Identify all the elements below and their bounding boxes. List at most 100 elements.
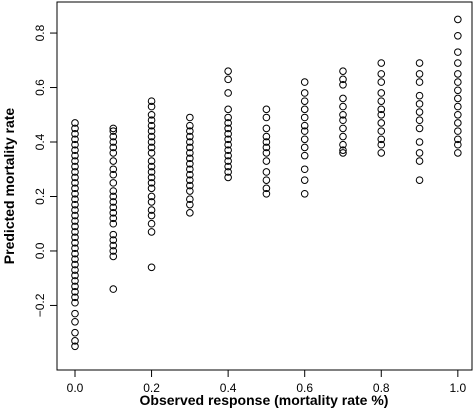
point — [454, 119, 462, 127]
point — [415, 100, 424, 108]
point — [377, 140, 386, 149]
point — [300, 176, 309, 184]
point — [377, 97, 386, 105]
point — [224, 89, 232, 97]
point — [109, 132, 118, 141]
point — [109, 209, 118, 217]
point — [147, 206, 156, 214]
point — [377, 149, 386, 157]
point — [339, 110, 347, 119]
point — [224, 124, 232, 133]
point — [262, 149, 271, 157]
point — [147, 110, 156, 119]
point — [224, 173, 232, 182]
point — [147, 157, 156, 165]
point — [147, 116, 156, 125]
point — [186, 154, 194, 163]
point — [71, 266, 79, 274]
point — [262, 124, 271, 133]
point — [109, 187, 118, 195]
point — [186, 209, 194, 217]
point — [71, 282, 79, 291]
point — [454, 94, 462, 103]
point — [186, 143, 194, 152]
point — [262, 105, 271, 114]
point — [339, 75, 347, 84]
point — [300, 135, 309, 144]
plot-frame — [56, 1, 473, 371]
point — [71, 328, 79, 337]
point — [224, 151, 232, 160]
point — [71, 168, 79, 176]
point — [109, 198, 118, 206]
point — [339, 124, 347, 133]
point — [300, 121, 309, 130]
y-axis-label: Predicted mortality rate — [1, 108, 17, 265]
point — [186, 200, 194, 209]
point — [224, 146, 232, 154]
point — [454, 70, 462, 78]
point — [377, 119, 386, 127]
point — [71, 233, 79, 242]
point — [71, 206, 79, 214]
point — [300, 97, 309, 105]
point — [339, 140, 347, 149]
point — [71, 288, 79, 296]
point — [71, 173, 79, 182]
point — [109, 285, 118, 293]
point — [415, 138, 424, 146]
point — [71, 200, 79, 209]
point — [71, 140, 79, 149]
point — [109, 214, 118, 223]
point — [224, 75, 232, 84]
point — [109, 252, 118, 261]
point — [71, 238, 79, 247]
point — [300, 127, 309, 135]
point — [71, 260, 79, 269]
point — [262, 157, 271, 165]
point — [415, 59, 424, 67]
x-tick-label: 0.8 — [373, 381, 390, 395]
point — [71, 184, 79, 193]
point — [224, 162, 232, 171]
point — [300, 165, 309, 174]
point — [454, 140, 462, 149]
point — [454, 110, 462, 119]
point — [224, 130, 232, 138]
point — [300, 113, 309, 122]
point — [224, 157, 232, 165]
point — [109, 247, 118, 255]
point — [186, 170, 194, 179]
y-tick-label: −0.2 — [33, 293, 47, 317]
point — [454, 59, 462, 67]
point — [147, 121, 156, 130]
y-tick-label: 0.4 — [33, 133, 47, 150]
point — [71, 277, 79, 285]
point — [224, 113, 232, 122]
point — [262, 168, 271, 176]
point — [262, 176, 271, 184]
point — [71, 151, 79, 160]
point — [147, 263, 156, 272]
point — [300, 143, 309, 152]
point — [300, 151, 309, 160]
point — [71, 249, 79, 258]
point — [147, 184, 156, 193]
point — [339, 67, 347, 75]
point — [186, 160, 194, 168]
point — [147, 127, 156, 135]
x-tick-label: 0.0 — [67, 381, 84, 395]
point — [415, 78, 424, 86]
point — [186, 113, 194, 122]
point — [454, 31, 462, 40]
point — [147, 179, 156, 187]
point — [300, 105, 309, 114]
point — [109, 143, 118, 152]
point — [339, 116, 347, 125]
x-tick-label: 0.6 — [296, 381, 313, 395]
point — [224, 135, 232, 144]
point — [147, 211, 156, 220]
point — [454, 135, 462, 144]
point — [71, 195, 79, 204]
